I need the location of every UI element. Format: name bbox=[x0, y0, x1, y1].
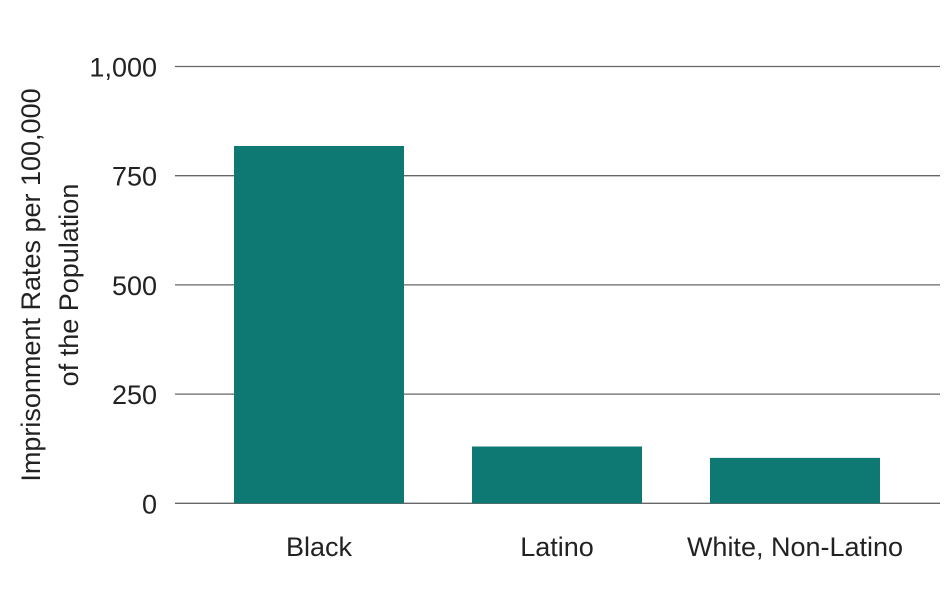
y-tick-label: 0 bbox=[142, 489, 157, 519]
bars bbox=[234, 145, 880, 504]
y-tick-label: 1,000 bbox=[89, 53, 157, 83]
y-tick-label: 500 bbox=[112, 271, 157, 301]
bar-latino bbox=[472, 446, 642, 504]
x-tick-label: White, Non-Latino bbox=[687, 532, 903, 562]
y-tick-label: 750 bbox=[112, 162, 157, 192]
y-axis-label: Imprisonment Rates per 100,000 of the Po… bbox=[16, 88, 84, 481]
y-tick-labels: 0 250 500 750 1,000 bbox=[89, 53, 157, 520]
bar-black bbox=[234, 145, 404, 504]
bar-white-non-latino bbox=[710, 457, 880, 504]
y-axis-label-line-2: of the Population bbox=[54, 184, 84, 387]
x-tick-labels: Black Latino White, Non-Latino bbox=[286, 532, 903, 562]
x-tick-label: Latino bbox=[520, 532, 594, 562]
x-tick-label: Black bbox=[286, 532, 353, 562]
y-axis-label-line-1: Imprisonment Rates per 100,000 bbox=[16, 88, 46, 481]
y-tick-label: 250 bbox=[112, 380, 157, 410]
